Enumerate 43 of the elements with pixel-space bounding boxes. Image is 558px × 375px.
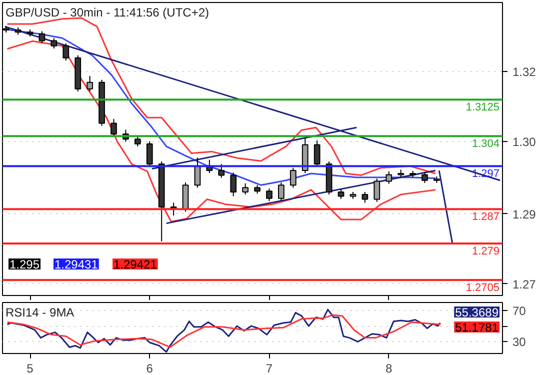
candlestick bbox=[38, 30, 46, 44]
y-tick-label: 1.32 bbox=[512, 65, 536, 80]
candlestick bbox=[242, 182, 249, 196]
x-tick-label: 8 bbox=[386, 362, 393, 375]
candlestick bbox=[278, 182, 284, 202]
candlestick bbox=[374, 178, 380, 202]
candlestick bbox=[230, 172, 237, 197]
line-series bbox=[6, 40, 436, 222]
candlestick bbox=[266, 188, 272, 202]
candlestick bbox=[86, 75, 94, 92]
x-tick-label: 5 bbox=[26, 362, 34, 375]
chart-title: GBP/USD - 30min - 11:41:56 (UTC+2) bbox=[6, 6, 210, 20]
candlestick bbox=[422, 172, 428, 184]
ref-line-label: 1.2705 bbox=[466, 282, 500, 294]
annotation: 51.1781 bbox=[455, 320, 499, 334]
chart-title: RSI14 - 9MA bbox=[6, 306, 74, 320]
y-tick-label: 1.27 bbox=[512, 277, 536, 292]
candlestick bbox=[62, 42, 70, 61]
candlestick bbox=[218, 164, 225, 178]
x-tick-label: 7 bbox=[266, 362, 273, 375]
annotation: 1.29431 bbox=[54, 258, 98, 272]
annotation: 1.29421 bbox=[114, 258, 158, 272]
candlestick bbox=[146, 140, 153, 168]
y-tick-label: 30 bbox=[512, 335, 526, 350]
ref-line-label: 1.279 bbox=[472, 246, 500, 258]
y-tick-label: 70 bbox=[512, 304, 526, 318]
candlestick bbox=[362, 191, 368, 204]
x-tick-label: 6 bbox=[146, 362, 154, 375]
candlestick bbox=[314, 140, 320, 168]
y-tick-label: 1.30 bbox=[512, 135, 536, 150]
candlestick bbox=[290, 167, 296, 188]
candlestick bbox=[338, 188, 344, 200]
candlestick bbox=[386, 170, 392, 184]
candlestick bbox=[110, 118, 117, 138]
annotation: 55.3689 bbox=[455, 306, 499, 320]
candlestick bbox=[134, 136, 141, 147]
candlestick bbox=[50, 38, 58, 49]
ref-line-label: 1.287 bbox=[472, 211, 500, 224]
y-tick-label: 1.29 bbox=[512, 207, 536, 222]
ref-line-label: 1.304 bbox=[472, 138, 500, 150]
ref-line-label: 1.3125 bbox=[466, 102, 500, 114]
annotation: 1.295 bbox=[10, 258, 40, 272]
line-series bbox=[6, 308, 442, 353]
